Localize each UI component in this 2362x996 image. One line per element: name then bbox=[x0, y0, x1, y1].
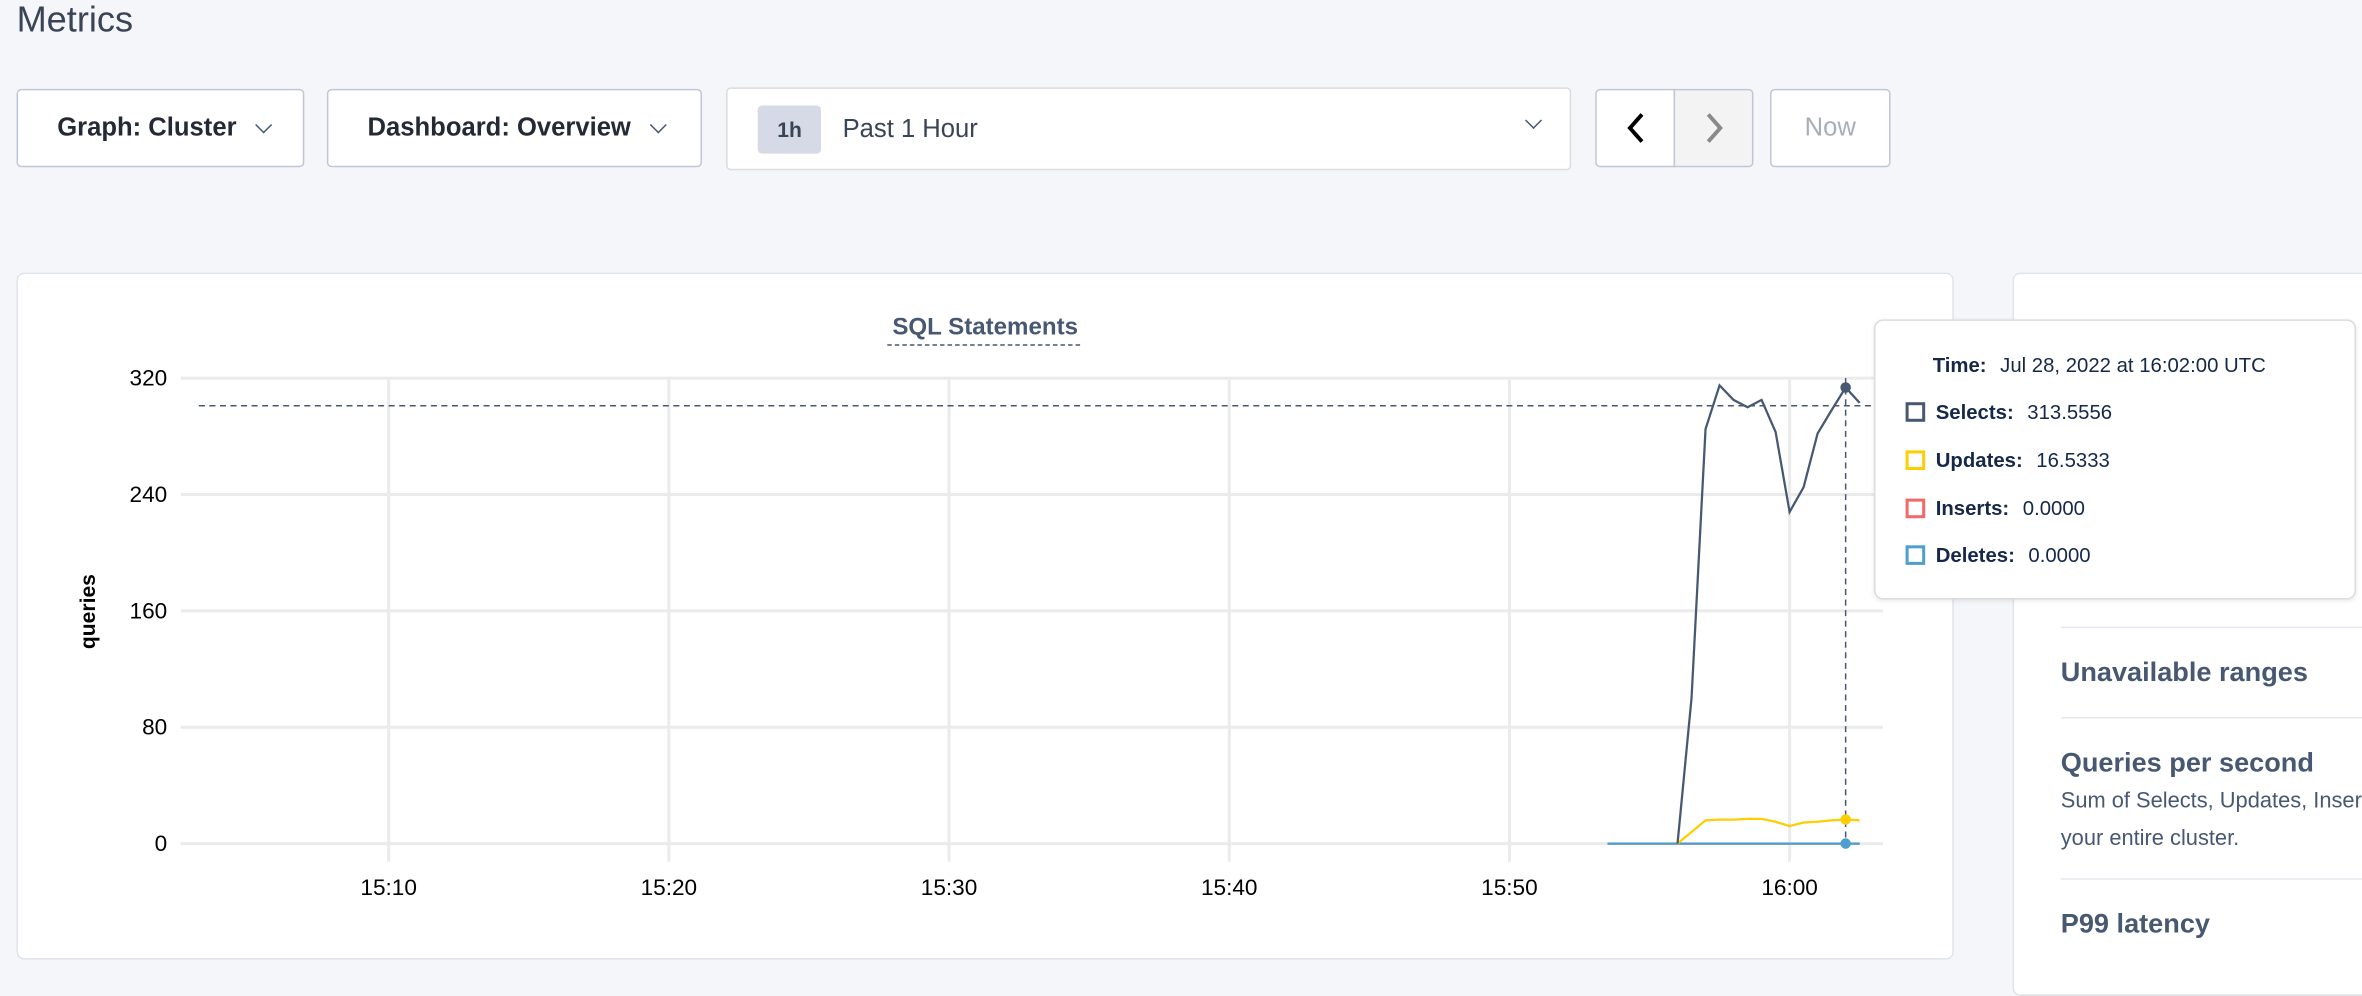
tooltip-row-inserts: Inserts: 0.0000 bbox=[1905, 497, 2085, 520]
dashboard-select-label: Dashboard: Overview bbox=[367, 112, 631, 142]
selects-hover-point bbox=[1840, 382, 1851, 393]
tooltip-label: Selects: bbox=[1935, 400, 2014, 424]
x-tick-label: 15:10 bbox=[360, 875, 417, 900]
y-tick-label: 240 bbox=[130, 482, 168, 507]
selects-swatch-icon bbox=[1905, 402, 1926, 422]
previous-range-button[interactable] bbox=[1595, 88, 1676, 168]
deletes-hover-point bbox=[1840, 838, 1851, 849]
summary-title-queries-per-second: Queries per second bbox=[2060, 747, 2314, 778]
summary-desc-line2: your entire cluster. bbox=[2060, 827, 2240, 852]
x-tick-label: 15:40 bbox=[1201, 875, 1258, 900]
tooltip-time-label: Time: bbox=[1932, 354, 1987, 377]
y-axis-label: queries bbox=[77, 574, 100, 649]
next-range-button[interactable] bbox=[1673, 88, 1754, 168]
tooltip-value: 313.5556 bbox=[2027, 400, 2113, 424]
time-range-badge: 1h bbox=[757, 104, 822, 153]
tooltip-row-selects: Selects: 313.5556 bbox=[1905, 400, 2113, 424]
page-title: Metrics bbox=[16, 0, 134, 41]
time-range-select[interactable]: 1h Past 1 Hour bbox=[726, 87, 1572, 171]
summary-title-p99-latency: P99 latency bbox=[2060, 908, 2210, 939]
now-label: Now bbox=[1804, 112, 1856, 142]
y-tick-label: 320 bbox=[130, 366, 168, 391]
tooltip-label: Updates: bbox=[1935, 448, 2023, 472]
divider bbox=[2060, 878, 2362, 880]
tooltip-row-deletes: Deletes: 0.0000 bbox=[1905, 543, 2091, 567]
tooltip-value: 0.0000 bbox=[2022, 497, 2085, 520]
chevron-right-icon bbox=[1706, 113, 1723, 143]
tooltip-label: Inserts: bbox=[1935, 497, 2010, 520]
graph-select[interactable]: Graph: Cluster bbox=[16, 88, 305, 168]
tooltip-time: Time: Jul 28, 2022 at 16:02:00 UTC bbox=[1933, 354, 2266, 377]
y-tick-label: 0 bbox=[155, 831, 168, 856]
tooltip-label: Deletes: bbox=[1935, 543, 2015, 567]
chevron-left-icon bbox=[1626, 113, 1643, 143]
inserts-swatch-icon bbox=[1905, 498, 1926, 519]
chart-tooltip: Time: Jul 28, 2022 at 16:02:00 UTC Select… bbox=[1873, 319, 2357, 600]
sql-statements-chart[interactable]: SQL Statements queries 0 80 160 240 320 15:10… bbox=[0, 0, 1958, 966]
x-tick-label: 16:00 bbox=[1761, 875, 1818, 900]
tooltip-value: 16.5333 bbox=[2036, 448, 2110, 472]
updates-swatch-icon bbox=[1905, 450, 1926, 470]
updates-line bbox=[1676, 817, 1860, 845]
divider bbox=[2060, 717, 2362, 719]
tooltip-time-value: Jul 28, 2022 at 16:02:00 UTC bbox=[2000, 354, 2266, 377]
deletes-swatch-icon bbox=[1905, 545, 1926, 565]
y-tick-label: 160 bbox=[130, 598, 168, 623]
graph-select-label: Graph: Cluster bbox=[57, 112, 237, 142]
tooltip-row-updates: Updates: 16.5333 bbox=[1905, 448, 2110, 472]
x-tick-label: 15:30 bbox=[921, 875, 978, 900]
summary-title-unavailable-ranges: Unavailable ranges bbox=[2060, 656, 2308, 687]
time-range-label: Past 1 Hour bbox=[842, 113, 978, 143]
x-tick-label: 15:20 bbox=[641, 875, 698, 900]
summary-desc-line1: Sum of Selects, Updates, Inser bbox=[2060, 789, 2362, 814]
now-button[interactable]: Now bbox=[1770, 88, 1891, 168]
divider bbox=[2060, 626, 2362, 629]
selects-line bbox=[1676, 383, 1861, 844]
chart-title[interactable]: SQL Statements bbox=[892, 313, 1078, 340]
dashboard-select[interactable]: Dashboard: Overview bbox=[326, 88, 702, 168]
y-tick-label: 80 bbox=[142, 715, 167, 740]
updates-hover-point bbox=[1840, 814, 1851, 825]
tooltip-value: 0.0000 bbox=[2028, 543, 2091, 567]
x-tick-label: 15:50 bbox=[1481, 875, 1538, 900]
